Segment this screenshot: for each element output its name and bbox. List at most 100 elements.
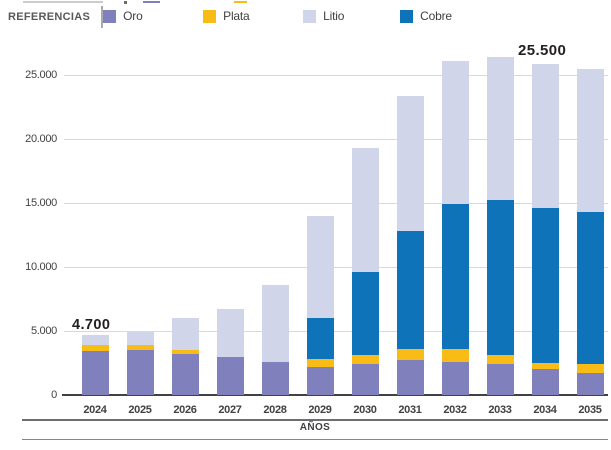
segment-cobre-2033 — [487, 200, 514, 356]
x-axis-line — [62, 394, 608, 396]
bar-2026 — [172, 318, 199, 395]
segment-plata-2026 — [172, 350, 199, 355]
chart-legend: REFERENCIAS Oro Plata Litio Cobre — [8, 4, 523, 30]
x-tick-2033: 2033 — [488, 404, 512, 416]
segment-oro-2027 — [217, 356, 244, 395]
litio-swatch — [303, 9, 317, 23]
bar-2027 — [217, 309, 244, 395]
y-tick-0: 0 — [51, 388, 57, 401]
legend-item-cobre: Cobre — [400, 9, 452, 23]
segment-litio-2026 — [172, 318, 199, 351]
bar-2032 — [442, 60, 469, 395]
plata-swatch — [203, 9, 217, 23]
legend-divider — [101, 6, 104, 28]
legend-item-label: Litio — [323, 9, 345, 23]
bar-2029 — [307, 215, 334, 395]
segment-oro-2024 — [82, 351, 109, 395]
annotation-2035: 25.500 — [518, 42, 567, 59]
segment-plata-2030 — [352, 355, 379, 365]
segment-litio-2025 — [127, 332, 154, 346]
segment-plata-2035 — [577, 364, 604, 374]
segment-plata-2029 — [307, 359, 334, 367]
segment-litio-2028 — [262, 284, 289, 362]
gridline-25000 — [64, 74, 608, 76]
segment-plata-2031 — [397, 348, 424, 361]
segment-oro-2035 — [577, 373, 604, 395]
segment-oro-2026 — [172, 354, 199, 395]
x-tick-2029: 2029 — [308, 404, 332, 416]
annotation-2024: 4.700 — [72, 317, 111, 333]
gridline-10000 — [64, 266, 608, 268]
gridline-15000 — [64, 202, 608, 204]
legend-item-litio: Litio — [303, 9, 344, 23]
segment-plata-2033 — [487, 355, 514, 365]
legend-item-oro: Oro — [103, 9, 143, 23]
segment-plata-2032 — [442, 348, 469, 362]
bar-2035 — [577, 68, 604, 395]
segment-litio-2024 — [82, 334, 109, 346]
x-tick-2035: 2035 — [578, 404, 602, 416]
segment-litio-2029 — [307, 215, 334, 319]
legend-title: REFERENCIAS — [8, 11, 91, 23]
legend-item-label: Oro — [123, 9, 143, 23]
segment-cobre-2032 — [442, 204, 469, 349]
segment-litio-2034 — [532, 63, 559, 209]
crop-artifact-gray — [23, 1, 103, 3]
segment-oro-2034 — [532, 369, 559, 395]
legend-items: Oro Plata Litio Cobre — [103, 4, 523, 30]
crop-artifact-yellow — [234, 1, 247, 3]
x-tick-2030: 2030 — [353, 404, 377, 416]
x-axis-title: AÑOS — [299, 422, 331, 433]
legend-item-plata: Plata — [203, 9, 250, 23]
crop-artifact-purple — [143, 1, 160, 3]
x-tick-2032: 2032 — [443, 404, 467, 416]
segment-plata-2024 — [82, 345, 109, 352]
segment-litio-2033 — [487, 57, 514, 201]
x-tick-2025: 2025 — [128, 404, 152, 416]
y-tick-20000: 20.000 — [25, 132, 57, 145]
segment-oro-2030 — [352, 364, 379, 395]
x-tick-2024: 2024 — [83, 404, 107, 416]
segment-cobre-2031 — [397, 231, 424, 349]
segment-cobre-2035 — [577, 211, 604, 365]
segment-oro-2033 — [487, 364, 514, 395]
x-tick-2028: 2028 — [263, 404, 287, 416]
legend-item-label: Plata — [223, 9, 250, 23]
x-tick-2031: 2031 — [398, 404, 422, 416]
y-tick-15000: 15.000 — [25, 196, 57, 209]
bar-2028 — [262, 284, 289, 395]
bar-2030 — [352, 147, 379, 395]
segment-cobre-2029 — [307, 318, 334, 360]
x-tick-2034: 2034 — [533, 404, 557, 416]
oro-swatch — [103, 9, 117, 23]
legend-item-label: Cobre — [420, 9, 452, 23]
bar-2034 — [532, 63, 559, 395]
x-axis-divider-top — [22, 419, 608, 421]
y-tick-10000: 10.000 — [25, 260, 57, 273]
cobre-swatch — [400, 9, 414, 23]
gridline-20000 — [64, 138, 608, 140]
segment-plata-2025 — [127, 345, 154, 351]
segment-litio-2032 — [442, 60, 469, 205]
segment-cobre-2030 — [352, 272, 379, 356]
gridline-5000 — [64, 330, 608, 332]
crop-artifact-dark — [124, 1, 127, 4]
segment-oro-2031 — [397, 360, 424, 395]
bar-2025 — [127, 332, 154, 395]
bar-2024 — [82, 334, 109, 395]
segment-plata-2034 — [532, 363, 559, 370]
x-tick-2027: 2027 — [218, 404, 242, 416]
segment-litio-2035 — [577, 68, 604, 212]
segment-oro-2025 — [127, 350, 154, 395]
segment-cobre-2034 — [532, 208, 559, 364]
x-tick-2026: 2026 — [173, 404, 197, 416]
bar-2031 — [397, 95, 424, 395]
segment-litio-2027 — [217, 309, 244, 357]
y-tick-5000: 5.000 — [30, 324, 57, 337]
segment-oro-2032 — [442, 361, 469, 395]
segment-litio-2031 — [397, 95, 424, 232]
bar-2033 — [487, 57, 514, 395]
y-tick-25000: 25.000 — [25, 68, 57, 81]
